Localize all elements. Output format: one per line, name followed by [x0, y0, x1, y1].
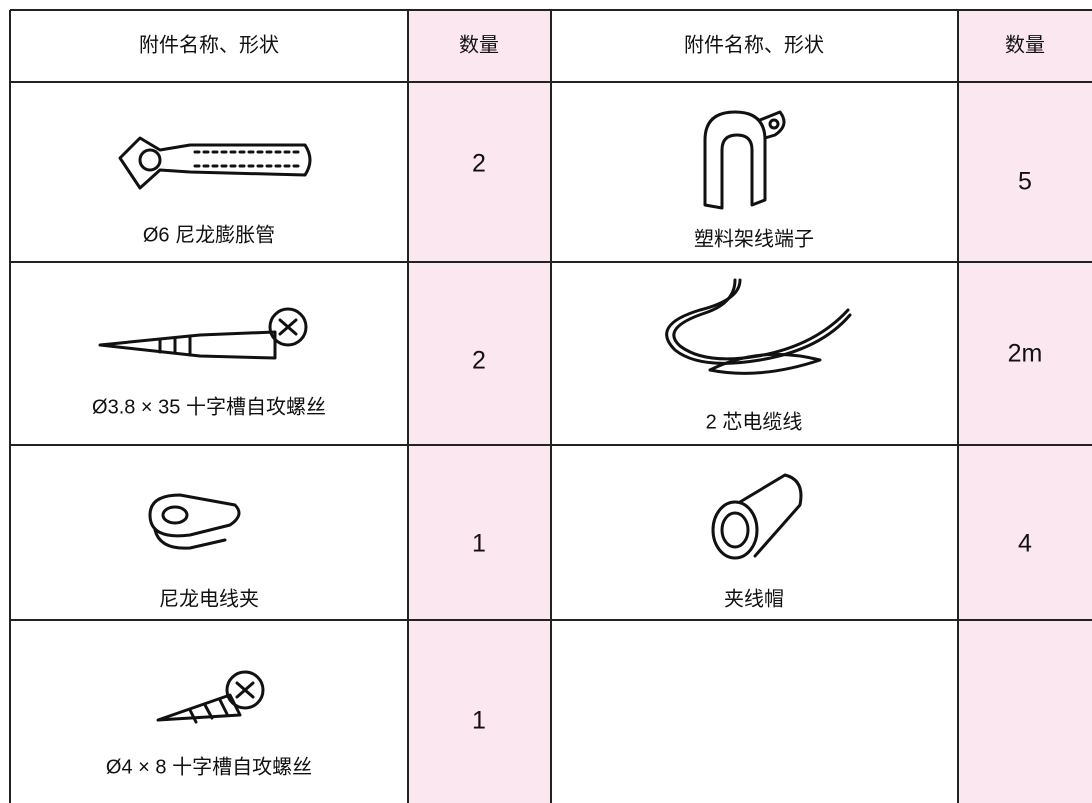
item-name: 尼龙电线夹	[159, 587, 259, 610]
item-name: 2 芯电缆线	[706, 410, 803, 433]
item-qty: 2	[472, 150, 486, 178]
screw-icon	[98, 307, 308, 360]
item-name: 塑料架线端子	[694, 227, 814, 250]
header-cell: 数量	[1005, 33, 1045, 56]
cable-icon	[665, 278, 852, 375]
item-qty: 2	[472, 347, 486, 375]
header-cell: 数量	[459, 33, 499, 56]
item-qty: 2m	[1008, 340, 1043, 368]
item-qty: 1	[472, 530, 486, 558]
item-qty: 5	[1018, 168, 1032, 196]
qty-column-bg	[958, 10, 1092, 803]
item-name: Ø3.8 × 35 十字槽自攻螺丝	[92, 395, 326, 418]
item-qty: 4	[1018, 530, 1032, 558]
anchor-icon	[118, 136, 312, 190]
table-grid	[9, 9, 1092, 803]
item-qty: 1	[472, 707, 486, 735]
header-cell: 附件名称、形状	[684, 33, 824, 56]
item-name: Ø6 尼龙膨胀管	[143, 223, 275, 246]
header-cell: 附件名称、形状	[139, 33, 279, 56]
screw-icon	[156, 670, 265, 724]
qty-column-bg	[408, 10, 551, 803]
item-name: 夹线帽	[724, 587, 784, 610]
cap-icon	[711, 473, 803, 560]
item-name: Ø4 × 8 十字槽自攻螺丝	[106, 755, 312, 778]
clip-icon	[703, 110, 786, 210]
wire-clip-icon	[148, 493, 241, 550]
